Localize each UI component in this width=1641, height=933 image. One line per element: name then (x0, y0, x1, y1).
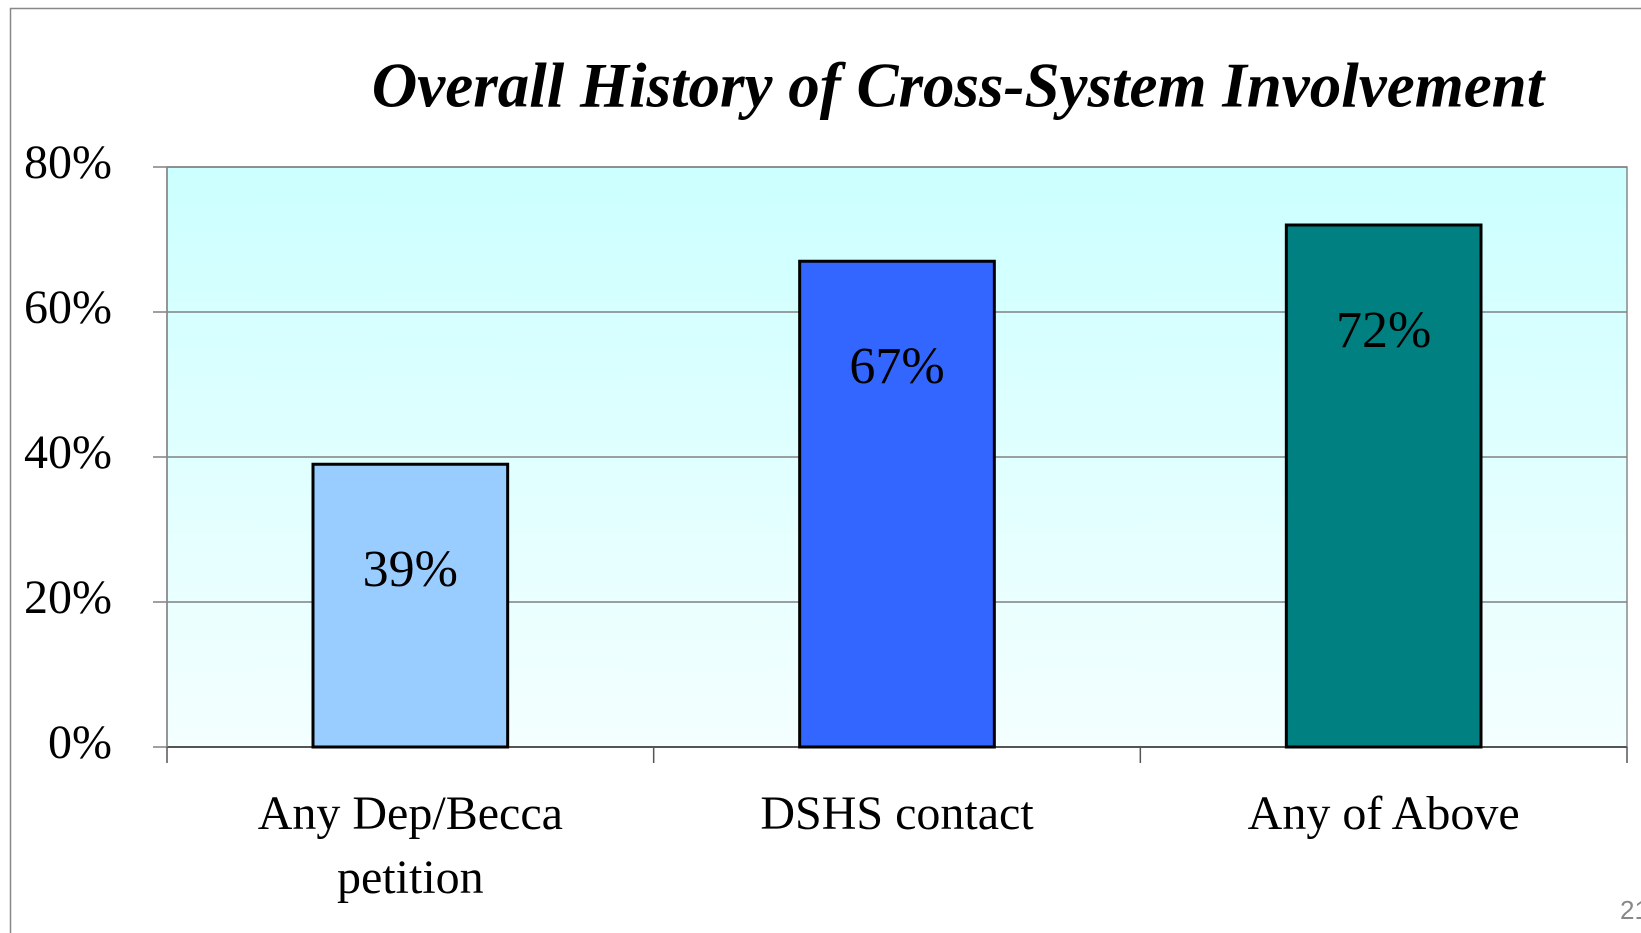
page-number: 21 (1620, 895, 1641, 925)
x-tick-label: DSHS contact (760, 787, 1034, 840)
y-tick-label: 60% (24, 281, 112, 334)
bar (1284, 223, 1483, 749)
bar (311, 462, 510, 749)
data-label: 72% (1336, 302, 1431, 359)
y-tick-label: 20% (24, 571, 112, 624)
data-label: 39% (363, 541, 458, 598)
chart-title: Overall History of Cross-System Involvem… (372, 50, 1547, 120)
y-tick-label: 0% (48, 716, 112, 769)
y-tick-label: 80% (24, 136, 112, 189)
x-tick-label: Any of Above (1247, 787, 1520, 840)
data-label: 67% (849, 338, 944, 395)
x-tick-label: Any Dep/Becca petition (257, 787, 563, 904)
y-tick-label: 40% (24, 426, 112, 479)
bar (798, 259, 996, 749)
